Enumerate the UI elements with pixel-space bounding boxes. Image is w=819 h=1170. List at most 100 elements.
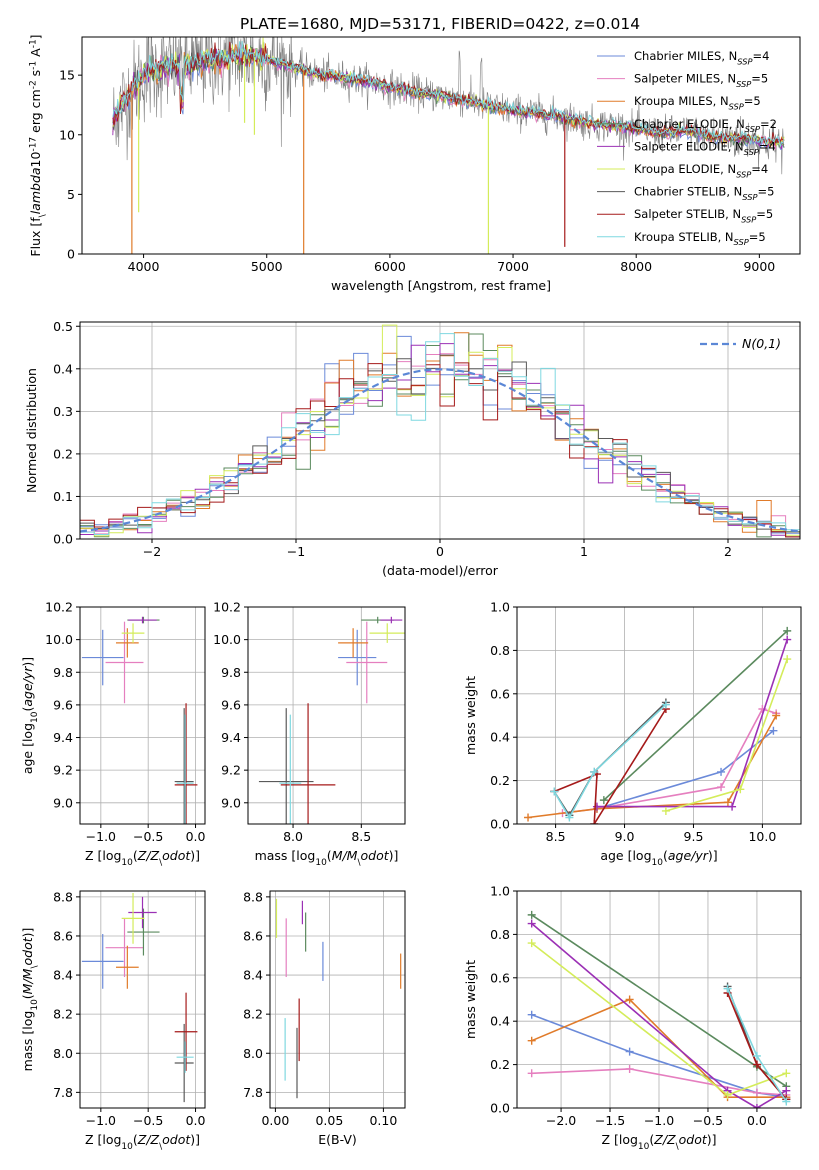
panel-weight_vs_age: 8.5 9.0 9.5 10.0 0.0 0.2 0.4 0.6 0.8 1.0 age [log1… (463, 600, 802, 868)
errorbar-chabrier-miles (81, 934, 124, 989)
marker-salpeter-elodie (783, 635, 792, 644)
errorbar-salpeter-stelib (174, 992, 198, 1071)
plot-area-weight_vs_Z (527, 910, 791, 1108)
legend-label-kroupa-miles: Kroupa MILES, NSSP=5 (634, 94, 761, 111)
marker-kroupa-elodie (661, 806, 670, 815)
tick-label-y: 0.8 (490, 927, 510, 942)
legend-label-salpeter-elodie: Salpeter ELODIE, NSSP=4 (634, 139, 776, 156)
marker-chabrier-elodie (599, 796, 608, 805)
errorbar-chabrier-stelib (258, 708, 314, 824)
marker-salpeter-miles (625, 1064, 634, 1073)
errorbar-kroupa-stelib (279, 714, 302, 824)
line-kroupa-stelib (553, 704, 667, 820)
marker-salpeter-miles (717, 783, 726, 792)
histogram-kroupa-stelib (80, 333, 800, 535)
marker-salpeter-miles (527, 1069, 536, 1078)
tick-label-x: −2.0 (546, 1113, 576, 1128)
tick-label-x: 9.0 (615, 829, 635, 844)
tick-label-x: −0.5 (133, 829, 163, 844)
tick-label-y: 10.0 (45, 632, 73, 647)
tick-label-x: −1.5 (595, 1113, 625, 1128)
marker-salpeter-stelib (752, 1060, 761, 1069)
legend-label-normal: N(0,1) (742, 336, 781, 351)
legend-label-kroupa-elodie: Kroupa ELODIE, NSSP=4 (634, 162, 768, 179)
tick-label-y: 7.8 (243, 1085, 263, 1100)
tick-label-y: 9.8 (221, 665, 241, 680)
axes-frame (79, 890, 206, 1109)
plot-area-mass_vs_EBV (275, 898, 402, 1099)
line-salpeter-stelib (553, 708, 667, 824)
plot-area-age_vs_mass (258, 616, 405, 824)
tick-label-y: 8.2 (243, 1007, 263, 1022)
tick-label-y: 0.8 (490, 643, 510, 658)
marker-salpeter-elodie (592, 802, 601, 811)
marker-salpeter-elodie (782, 1086, 791, 1095)
series-kroupa-elodie (527, 939, 791, 1099)
legend-spectrum: Chabrier MILES, NSSP=4 Salpeter MILES, NS… (597, 49, 777, 247)
tick-label-y: 0.4 (490, 1014, 510, 1029)
tick-label-y: 0.2 (490, 1057, 510, 1072)
tick-label-y: 1.0 (490, 600, 510, 615)
tick-label-y: 9.0 (53, 795, 73, 810)
x-axis-label: Z [log10(Z/Z\odot)] (601, 1132, 716, 1152)
marker-chabrier-miles (527, 1010, 536, 1019)
errorbar-kroupa-elodie (121, 892, 145, 944)
tick-label-x: 0.0 (186, 1113, 206, 1128)
errorbar-salpeter-elodie (128, 616, 157, 624)
tick-label-y: 10.2 (45, 600, 73, 615)
marker-kroupa-elodie (736, 785, 745, 794)
tick-label-y: 0 (67, 247, 75, 262)
tick-label-x: 7000 (497, 259, 529, 274)
marker-kroupa-stelib (565, 813, 574, 822)
plot-area-spectrum (112, 37, 785, 254)
marker-kroupa-stelib (590, 767, 599, 776)
tick-label-x: −1 (287, 544, 305, 559)
x-axis-label: Z [log10(Z/Z\odot)] (85, 848, 200, 868)
marker-salpeter-stelib (590, 820, 599, 824)
x-axis-label: (data-model)/error (382, 563, 499, 578)
errorbar-chabrier-miles (81, 629, 124, 686)
marker-chabrier-miles (717, 767, 726, 776)
series-kroupa-elodie (661, 655, 792, 815)
tick-label-y: 0.2 (490, 773, 510, 788)
legend-label-salpeter-stelib: Salpeter STELIB, NSSP=5 (634, 207, 773, 224)
errorbar-salpeter-miles (105, 621, 144, 704)
tick-label-x: 0.10 (369, 1113, 397, 1128)
line-chabrier-miles (531, 1013, 787, 1098)
marker-salpeter-elodie (527, 919, 536, 928)
legend-label-salpeter-miles: Salpeter MILES, NSSP=5 (634, 72, 768, 89)
y-axis-label: mass weight (463, 960, 478, 1039)
y-axis-label: mass [log10(M/M\odot)] (20, 928, 40, 1072)
panel-age_vs_mass: 8.0 8.5 9.0 9.2 9.4 9.6 9.8 10.0 10.2 mass [log10… (213, 600, 406, 868)
tick-label-x: 0.0 (747, 1113, 767, 1128)
tick-label-y: 9.4 (53, 730, 73, 745)
plot-area-mass_vs_Z (81, 892, 198, 1103)
tick-label-y: 7.8 (53, 1085, 73, 1100)
y-axis-label: Flux [f\lambda10-17 erg cm-2 s-1 A-1] (28, 34, 48, 256)
model-spectrum-salpeter-stelib (112, 41, 785, 144)
tick-label-y: 9.8 (53, 665, 73, 680)
tick-label-y: 9.2 (221, 763, 241, 778)
line-salpeter-elodie (597, 639, 788, 808)
panel-residuals: −2 −1 0 1 2 0.0 0.1 0.2 0.3 0.4 0.5 (data-model)/er… (24, 319, 801, 578)
tick-label-x: 8.5 (546, 829, 566, 844)
tick-label-x: −1.0 (644, 1113, 674, 1128)
marker-kroupa-stelib (550, 787, 559, 796)
axes-frame (81, 36, 801, 255)
tick-label-x: 9.5 (684, 829, 704, 844)
x-axis-label: age [log10(age/yr)] (600, 848, 717, 868)
tick-label-y: 8.6 (243, 928, 263, 943)
tick-label-y: 10.0 (213, 632, 241, 647)
tick-label-y: 8.8 (243, 889, 263, 904)
tick-label-x: −0.5 (693, 1113, 723, 1128)
marker-chabrier-elodie (783, 626, 792, 635)
tick-label-x: −2 (143, 544, 161, 559)
axes-frame (269, 890, 406, 1109)
panel-weight_vs_Z: −2.0 −1.5 −1.0 −0.5 0.0 0.0 0.2 0.4 0.6 0.8 1.0 Z [… (463, 884, 802, 1152)
tick-label-y: 9.6 (53, 697, 73, 712)
marker-kroupa-elodie (527, 939, 536, 948)
errorbar-kroupa-elodie (121, 623, 145, 643)
series-chabrier-miles (592, 726, 778, 813)
tick-label-y: 9.2 (53, 763, 73, 778)
